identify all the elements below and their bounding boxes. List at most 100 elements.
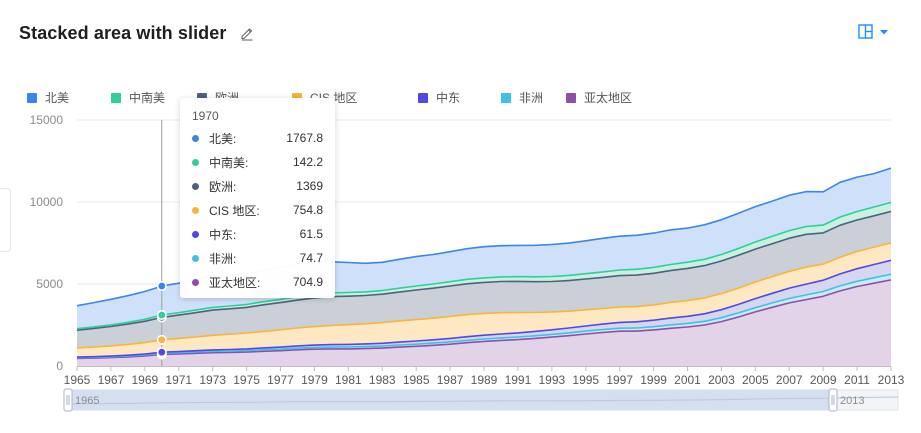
legend-label: 中南美	[129, 91, 166, 105]
tooltip-series-value: 74.7	[299, 251, 323, 265]
x-tick-label: 2009	[810, 373, 837, 387]
tooltip-series-name: 亚太地区:	[209, 275, 261, 290]
legend-swatch	[27, 92, 37, 103]
x-tick-label: 1983	[369, 373, 396, 387]
legend-swatch	[501, 92, 511, 103]
x-tick-label: 2005	[742, 373, 769, 387]
edit-icon[interactable]	[239, 25, 255, 41]
x-tick-label: 1977	[267, 373, 294, 387]
hover-point-5	[156, 310, 167, 321]
x-tick-label: 1981	[335, 373, 362, 387]
chart-title: Stacked area with slider	[19, 22, 227, 43]
x-tick-label: 1979	[301, 373, 328, 387]
tooltip-row: 亚太地区: 704.9	[192, 273, 323, 291]
tooltip-marker	[192, 158, 199, 166]
x-tick-label: 1995	[572, 373, 599, 387]
x-tick-label: 1997	[606, 373, 633, 387]
tooltip-series-value: 754.8	[292, 203, 323, 217]
series-line-3	[76, 242, 892, 349]
slider-start-label: 1965	[75, 395, 99, 407]
area-0	[77, 279, 891, 366]
x-tick-label: 1969	[131, 373, 158, 387]
x-tick-label: 1967	[98, 373, 125, 387]
tooltip-row: 中东: 61.5	[192, 225, 323, 243]
series-line-5	[76, 201, 892, 330]
y-tick-label: 0	[56, 359, 63, 373]
tooltip-series-value: 704.9	[292, 275, 323, 289]
tooltip-marker	[192, 206, 199, 214]
series-line-0	[76, 279, 892, 360]
tooltip-series-name: 欧洲:	[209, 179, 237, 194]
x-tick-label: 2003	[708, 373, 735, 387]
legend-swatch	[418, 92, 428, 103]
tooltip-series-name: CIS 地区:	[209, 203, 260, 218]
x-tick-label: 1989	[471, 373, 498, 387]
tooltip-series-value: 142.2	[292, 155, 323, 169]
tooltip-row: 非洲: 74.7	[192, 249, 323, 267]
tooltip-row: 中南美: 142.2	[192, 153, 323, 171]
area-3	[77, 242, 891, 358]
y-tick-label: 15000	[30, 113, 64, 127]
legend-swatch	[111, 92, 121, 103]
slider-end-label: 2013	[840, 395, 864, 407]
tooltip-series-name: 非洲:	[209, 251, 237, 266]
tooltip-marker	[192, 230, 199, 238]
legend-swatch	[197, 92, 207, 103]
x-tick-label: 2007	[776, 373, 803, 387]
tooltip-row: 北美: 1767.8	[192, 129, 323, 147]
x-tick-label: 2013	[878, 373, 905, 387]
tooltip-marker	[192, 134, 199, 142]
slider-selection[interactable]	[68, 390, 837, 410]
legend-label: 中东	[436, 91, 461, 105]
tooltip-row: CIS 地区: 754.8	[192, 201, 323, 219]
x-tick-label: 2001	[674, 373, 701, 387]
legend-item[interactable]: 北美	[27, 89, 69, 106]
tooltip-title: 1970	[192, 109, 219, 123]
legend-label: 亚太地区	[584, 91, 633, 105]
x-tick-label: 1971	[165, 373, 192, 387]
x-tick-label: 1999	[640, 373, 667, 387]
area-4	[77, 211, 891, 348]
tooltip-series-value: 1767.8	[286, 131, 323, 145]
tooltip-marker	[192, 254, 199, 262]
series-line-4	[76, 210, 892, 331]
x-tick-label: 1975	[233, 373, 260, 387]
x-tick-label: 1987	[437, 373, 464, 387]
tooltip-series-value: 1369	[296, 179, 323, 193]
series-line-1	[76, 273, 892, 359]
legend-item[interactable]: 中南美	[111, 89, 165, 106]
hover-point-2	[156, 347, 167, 358]
caret-down-icon	[880, 29, 888, 34]
series-line-2	[76, 259, 892, 358]
slider-trend-line	[67, 396, 899, 405]
slider-start-handle[interactable]	[63, 388, 73, 412]
y-tick-label: 10000	[30, 195, 64, 209]
hover-point-3	[156, 334, 167, 345]
legend-swatch	[292, 92, 302, 103]
x-tick-label: 1973	[199, 373, 226, 387]
tooltip-series-value: 61.5	[299, 227, 323, 241]
tooltip-series-name: 中东:	[209, 227, 237, 242]
legend-item[interactable]: 亚太地区	[566, 89, 632, 106]
legend-swatch	[566, 92, 576, 103]
x-tick-label: 1991	[505, 373, 532, 387]
tooltip-row: 欧洲: 1369	[192, 177, 323, 195]
layout-icon	[858, 24, 873, 39]
chart-header: Stacked area with slider	[19, 20, 255, 46]
x-tick-label: 2011	[844, 373, 870, 387]
tooltip-series-name: 北美:	[209, 131, 237, 146]
side-panel-handle[interactable]	[0, 188, 11, 252]
layout-switch-button[interactable]	[858, 24, 890, 39]
hover-point-6	[156, 281, 167, 292]
chart-tooltip: 1970 北美: 1767.8 中南美: 142.2 欧洲: 1369 CIS 地区: 754…	[180, 98, 335, 298]
legend-item[interactable]: 中东	[418, 89, 460, 106]
legend-label: 非洲	[519, 91, 544, 105]
x-tick-label: 1993	[538, 373, 565, 387]
x-tick-label: 1965	[64, 373, 91, 387]
tooltip-series-name: 中南美:	[209, 155, 249, 170]
tooltip-marker	[192, 278, 199, 286]
slider-end-handle[interactable]	[828, 388, 838, 412]
legend-item[interactable]: 非洲	[501, 89, 543, 106]
